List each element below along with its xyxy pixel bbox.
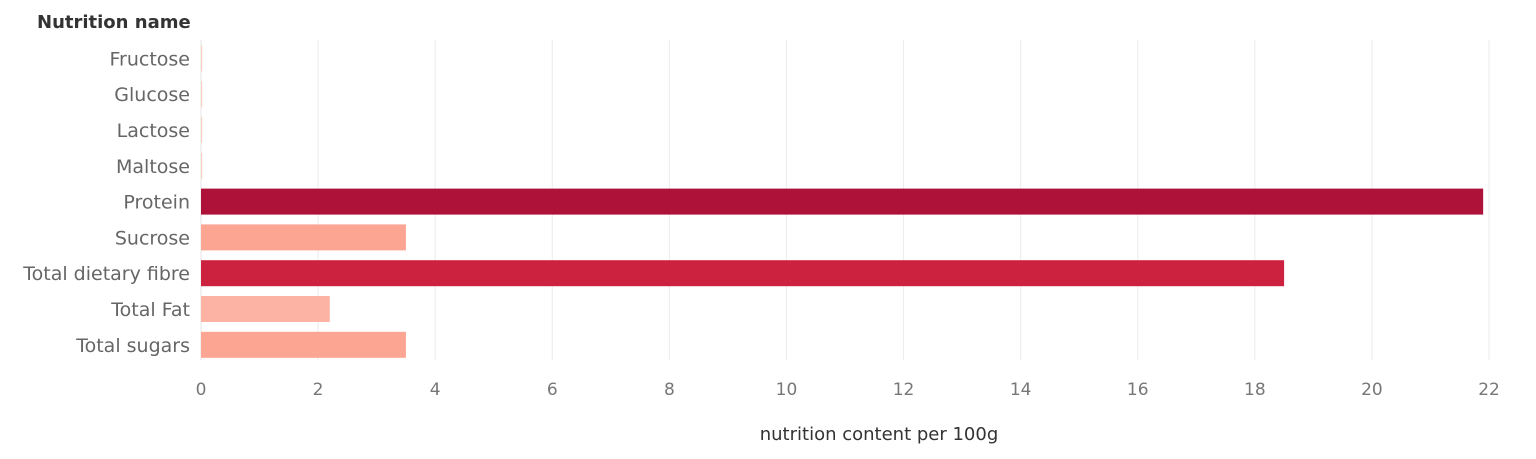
bar-lactose[interactable] xyxy=(201,117,203,143)
x-tick-label: 0 xyxy=(196,380,207,400)
bar-total-dietary-fibre[interactable] xyxy=(201,260,1285,287)
row-header-label: Nutrition name xyxy=(37,12,191,33)
category-label: Lactose xyxy=(117,120,190,142)
bar-maltose[interactable] xyxy=(201,152,203,179)
category-label: Total sugars xyxy=(75,335,190,357)
category-label: Fructose xyxy=(109,48,190,70)
bars xyxy=(201,45,1484,358)
x-axis-title: nutrition content per 100g xyxy=(760,424,999,445)
x-tick-label: 6 xyxy=(547,380,558,400)
x-tick-label: 10 xyxy=(776,380,798,400)
category-label: Glucose xyxy=(114,84,190,106)
x-tick-label: 8 xyxy=(664,380,675,400)
category-label: Total dietary fibre xyxy=(22,263,190,285)
bar-sucrose[interactable] xyxy=(201,224,406,251)
x-tick-label: 12 xyxy=(893,380,915,400)
category-label: Total Fat xyxy=(110,299,190,321)
bar-total-fat[interactable] xyxy=(201,296,330,322)
category-label: Protein xyxy=(123,192,190,214)
bar-glucose[interactable] xyxy=(201,81,203,108)
category-label: Sucrose xyxy=(115,227,190,249)
x-tick-label: 18 xyxy=(1244,380,1266,400)
x-tick-label: 20 xyxy=(1361,380,1383,400)
x-axis-ticks: 0 2 4 6 8 10 12 14 16 18 20 22 xyxy=(196,380,1500,400)
category-label: Maltose xyxy=(116,156,190,178)
x-tick-label: 2 xyxy=(313,380,324,400)
bar-fructose[interactable] xyxy=(201,45,203,72)
x-tick-label: 4 xyxy=(430,380,441,400)
bar-protein[interactable] xyxy=(201,188,1484,215)
x-tick-label: 16 xyxy=(1127,380,1149,400)
category-labels: Fructose Glucose Lactose Maltose Protein Sucr… xyxy=(22,48,190,356)
x-tick-label: 22 xyxy=(1478,380,1500,400)
bar-total-sugars[interactable] xyxy=(201,331,406,358)
x-tick-label: 14 xyxy=(1010,380,1032,400)
